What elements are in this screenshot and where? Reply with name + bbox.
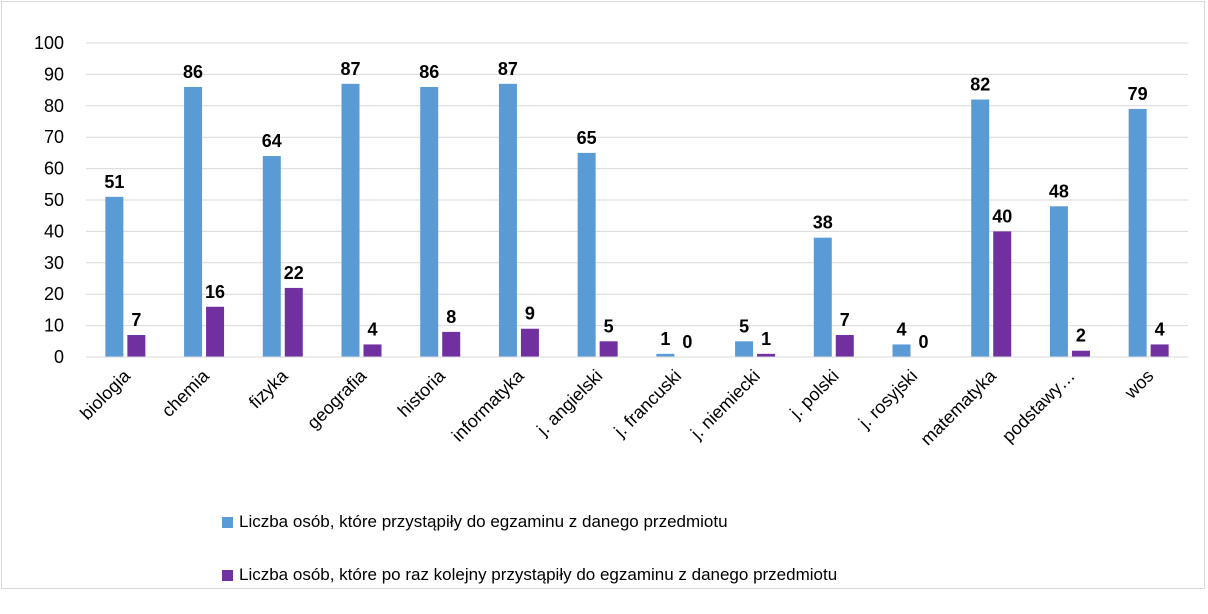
y-tick-label: 60 [44,159,64,179]
bar-series-2 [520,328,539,357]
bar-series-1 [498,83,517,357]
bar-series-2 [442,331,461,357]
data-label-series-2: 0 [918,332,928,352]
data-label-series-2: 1 [761,329,771,349]
bar-series-1 [1128,108,1147,357]
bar-series-1 [105,196,124,357]
x-tick-label: j. rosyjski [854,366,921,433]
y-tick-label: 0 [54,347,64,367]
grid-lines [86,42,1188,358]
x-axis: biologia chemia fizyka geografia historiainf… [76,356,1188,449]
bar-series-1 [892,344,911,357]
bar-series-2 [1071,350,1090,357]
data-label-series-1: 86 [419,62,439,82]
x-tick-label: matematyka [917,365,1001,449]
bar-series-1 [420,86,439,358]
bar-series-1 [1049,206,1068,357]
x-tick-label: geografia [303,365,371,433]
bar-series-2 [757,353,776,357]
data-label-series-1: 86 [183,62,203,82]
data-label-series-2: 4 [1155,319,1165,339]
x-tick-label: fizyka [245,365,292,412]
data-label-series-1: 87 [498,59,518,79]
data-label-series-2: 9 [525,304,535,324]
data-label-series-1: 65 [577,128,597,148]
y-tick-label: 40 [44,221,64,241]
bar-series-2 [835,335,854,357]
data-label-series-1: 79 [1128,84,1148,104]
y-tick-label: 100 [34,33,64,53]
bar-series-2 [1150,344,1169,357]
bar-series-1 [262,156,281,357]
y-tick-label: 50 [44,190,64,210]
data-label-series-2: 4 [367,319,377,339]
legend-swatch-series-2 [222,569,233,581]
bar-series-2 [206,306,225,357]
bar-series-1 [341,83,360,357]
data-label-series-2: 40 [992,206,1012,226]
y-tick-label: 80 [44,96,64,116]
y-tick-label: 30 [44,253,64,273]
data-label-series-2: 7 [840,310,850,330]
x-tick-label: j. polski [785,366,842,423]
y-tick-label: 70 [44,127,64,147]
legend-swatch-series-1 [222,516,233,528]
data-label-series-2: 16 [205,282,225,302]
y-axis: 0 10 20 30 40 50 60 70 80 90 100 [34,33,64,367]
x-tick-label: j. niemiecki [686,366,764,444]
x-tick-label: wos [1120,366,1157,403]
x-tick-label: historia [394,365,450,421]
bars [105,83,1169,358]
data-label-series-2: 7 [131,310,141,330]
x-tick-label: biologia [76,365,135,424]
legend: Liczba osób, które przystąpiły do egzami… [222,508,837,614]
legend-item-series-2: Liczba osób, które po raz kolejny przyst… [222,561,837,589]
bar-series-2 [363,344,382,357]
data-label-series-2: 0 [682,332,692,352]
data-label-series-2: 5 [604,316,614,336]
data-label-series-1: 87 [340,59,360,79]
x-tick-label: j. angielski [532,366,606,440]
data-label-series-1: 64 [262,131,282,151]
bar-series-2 [993,231,1012,357]
x-tick-label: chemia [158,365,214,421]
bar-series-2 [284,287,303,357]
bar-series-1 [184,86,203,358]
y-tick-label: 10 [44,316,64,336]
data-label-series-1: 48 [1049,181,1069,201]
x-tick-label: j. francuski [610,366,686,442]
x-tick-label: podstawy… [998,366,1079,447]
data-label-series-1: 51 [104,172,124,192]
legend-label-series-1: Liczba osób, które przystąpiły do egzami… [239,512,728,531]
y-tick-label: 20 [44,284,64,304]
legend-item-series-1: Liczba osób, które przystąpiły do egzami… [222,508,837,536]
data-label-series-1: 1 [660,329,670,349]
bar-series-2 [599,341,618,357]
data-label-series-1: 5 [739,316,749,336]
y-tick-label: 90 [44,64,64,84]
legend-label-series-2: Liczba osób, które po raz kolejny przyst… [239,565,838,584]
bar-series-1 [577,152,596,357]
data-label-series-2: 22 [284,263,304,283]
data-label-series-1: 38 [813,213,833,233]
bar-series-1 [971,99,990,358]
bar-series-1 [813,237,832,357]
bar-series-2 [127,335,146,357]
data-label-series-1: 4 [896,319,906,339]
bar-series-1 [735,341,754,357]
x-tick-label: informatyka [448,365,529,446]
bar-series-1 [656,353,675,357]
data-label-series-2: 2 [1076,326,1086,346]
data-label-series-1: 82 [970,75,990,95]
data-label-series-2: 8 [446,307,456,327]
